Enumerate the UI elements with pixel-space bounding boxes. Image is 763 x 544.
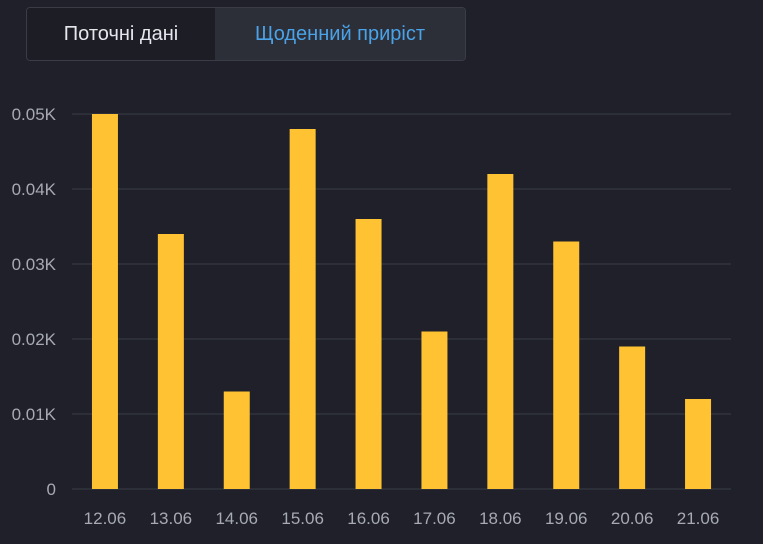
bar[interactable]: [685, 399, 712, 489]
x-tick-label: 21.06: [677, 509, 720, 528]
y-tick-label: 0.04K: [12, 180, 57, 199]
bar[interactable]: [421, 331, 448, 490]
x-tick-label: 20.06: [611, 509, 654, 528]
bars: [91, 114, 712, 490]
y-tick-label: 0: [47, 480, 56, 499]
y-tick-label: 0.05K: [12, 105, 57, 124]
bar[interactable]: [355, 219, 382, 489]
x-tick-label: 13.06: [150, 509, 193, 528]
bar[interactable]: [619, 346, 646, 490]
bar[interactable]: [223, 391, 250, 490]
y-tick-label: 0.02K: [12, 330, 57, 349]
x-tick-label: 14.06: [215, 509, 258, 528]
tab-daily-growth[interactable]: Щоденний приріст: [215, 8, 465, 60]
x-tick-label: 15.06: [281, 509, 324, 528]
y-tick-label: 0.03K: [12, 255, 57, 274]
tab-current-data[interactable]: Поточні дані: [27, 8, 215, 60]
y-axis-ticks: 0 0.01K 0.02K 0.03K 0.04K 0.05K: [12, 105, 57, 499]
bar[interactable]: [157, 234, 184, 489]
bar[interactable]: [91, 114, 118, 489]
x-tick-label: 18.06: [479, 509, 522, 528]
bar[interactable]: [553, 241, 580, 490]
y-tick-label: 0.01K: [12, 405, 57, 424]
x-tick-label: 16.06: [347, 509, 390, 528]
x-tick-label: 19.06: [545, 509, 588, 528]
x-tick-label: 17.06: [413, 509, 456, 528]
x-tick-label: 12.06: [84, 509, 127, 528]
x-axis-ticks: 12.06 13.06 14.06 15.06 16.06 17.06 18.06 19.06…: [84, 509, 720, 528]
bar[interactable]: [487, 174, 514, 489]
view-toggle: Поточні дані Щоденний приріст: [26, 7, 466, 61]
bar[interactable]: [289, 129, 316, 489]
